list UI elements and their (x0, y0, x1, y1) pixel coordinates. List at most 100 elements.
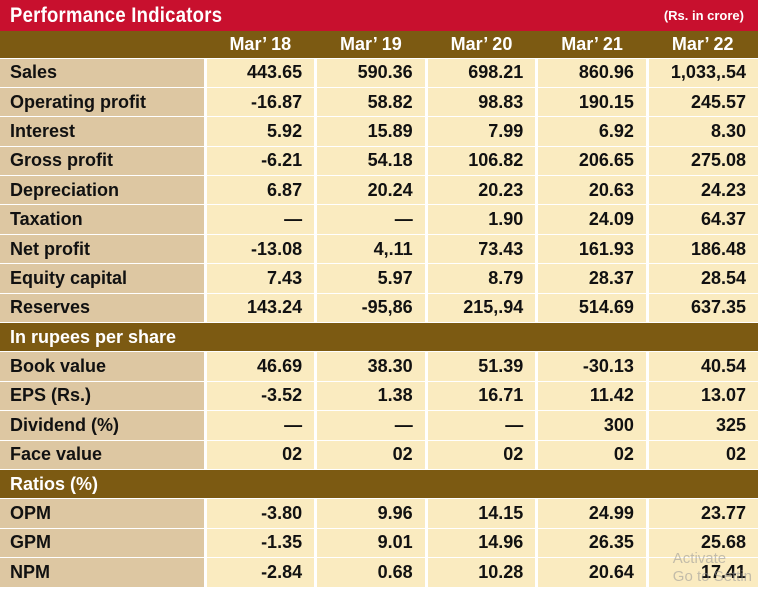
column-header: Mar’ 19 (315, 31, 427, 58)
row-label: Net profit (0, 233, 205, 265)
table-row: GPM -1.35 9.01 14.96 26.35 25.68 (0, 527, 758, 559)
per-share-section: In rupees per share (0, 322, 758, 353)
section-header-row: In rupees per share (0, 322, 758, 353)
value-cell: 73.43 (424, 233, 537, 265)
row-label: Reserves (0, 292, 205, 324)
row-label: Depreciation (0, 175, 205, 206)
row-label: GPM (0, 527, 205, 559)
value-cell: 54.18 (314, 145, 427, 177)
value-cell: 698.21 (424, 57, 537, 88)
value-cell: 215,.94 (424, 292, 537, 324)
table-row: Face value 02 02 02 02 02 (0, 439, 758, 470)
value-cell: -95,86 (314, 292, 427, 324)
value-cell: 02 (645, 439, 758, 470)
value-cell: 143.24 (203, 292, 316, 324)
value-cell: -16.87 (203, 86, 316, 118)
value-cell: 1.38 (314, 380, 427, 412)
value-cell: 6.92 (535, 116, 648, 147)
section-header-row: Ratios (%) (0, 468, 758, 500)
ratio-rows: OPM -3.80 9.96 14.15 24.99 23.77 GPM -1.35 9.01 1… (0, 498, 758, 588)
value-cell: 590.36 (314, 57, 427, 88)
value-cell: 245.57 (645, 86, 758, 118)
value-cell: 02 (424, 439, 537, 470)
value-cell: 64.37 (645, 204, 758, 235)
value-cell: 9.01 (314, 527, 427, 559)
value-cell: 9.96 (314, 498, 427, 529)
value-cell: -30.13 (535, 351, 648, 382)
row-label: Book value (0, 351, 205, 382)
value-cell: 20.23 (424, 175, 537, 206)
value-cell: 300 (535, 410, 648, 441)
column-header: Mar’ 21 (536, 31, 648, 58)
value-cell: 106.82 (424, 145, 537, 177)
value-cell: 206.65 (535, 145, 648, 177)
table-row: Depreciation 6.87 20.24 20.23 20.63 24.23 (0, 175, 758, 206)
table-row: NPM -2.84 0.68 10.28 20.64 17.41 (0, 557, 758, 588)
ratios-section: Ratios (%) (0, 468, 758, 500)
value-cell: 14.96 (424, 527, 537, 559)
value-cell: 98.83 (424, 86, 537, 118)
per-share-rows: Book value 46.69 38.30 51.39 -30.13 40.54 EPS … (0, 351, 758, 470)
table-row: Gross profit -6.21 54.18 106.82 206.65 275.08 (0, 145, 758, 177)
value-cell: 38.30 (314, 351, 427, 382)
value-cell: 11.42 (535, 380, 648, 412)
title-bar: Performance Indicators (Rs. in crore) (0, 0, 758, 31)
row-label: Gross profit (0, 145, 205, 177)
value-cell: 514.69 (535, 292, 648, 324)
value-cell: — (314, 204, 427, 235)
value-cell: 51.39 (424, 351, 537, 382)
table-row: Dividend (%) — — —300 325 (0, 410, 758, 441)
value-cell: -6.21 (203, 145, 316, 177)
header-blank-cell (0, 31, 205, 58)
value-cell: 5.97 (314, 263, 427, 294)
value-cell: 860.96 (535, 57, 648, 88)
row-label: Operating profit (0, 86, 205, 118)
value-cell: — (203, 204, 316, 235)
value-cell: 6.87 (203, 175, 316, 206)
value-cell: -13.08 (203, 233, 316, 265)
table-row: Reserves 143.24 -95,86 215,.94 514.69 637.35 (0, 292, 758, 324)
value-cell: 24.09 (535, 204, 648, 235)
value-cell: -1.35 (203, 527, 316, 559)
row-label: EPS (Rs.) (0, 380, 205, 412)
value-cell: 0.68 (314, 557, 427, 588)
value-cell: — (424, 410, 537, 441)
value-cell: 637.35 (645, 292, 758, 324)
value-cell: 24.23 (645, 175, 758, 206)
value-cell: 16.71 (424, 380, 537, 412)
value-cell: 20.64 (535, 557, 648, 588)
table-row: Interest 5.92 15.89 7.99 6.92 8.30 (0, 116, 758, 147)
value-cell: 443.65 (203, 57, 316, 88)
value-cell: 26.35 (535, 527, 648, 559)
value-cell: 190.15 (535, 86, 648, 118)
value-cell: 02 (314, 439, 427, 470)
value-cell: 14.15 (424, 498, 537, 529)
value-cell: — (203, 410, 316, 441)
value-cell: 13.07 (645, 380, 758, 412)
value-cell: 46.69 (203, 351, 316, 382)
value-cell: 1.90 (424, 204, 537, 235)
value-cell: 40.54 (645, 351, 758, 382)
table-row: Taxation — —1.90 24.09 64.37 (0, 204, 758, 235)
value-cell: 7.99 (424, 116, 537, 147)
row-label: Equity capital (0, 263, 205, 294)
column-header-row: Mar’ 18 Mar’ 19 Mar’ 20 Mar’ 21 Mar’ 22 (0, 31, 758, 58)
table-row: OPM -3.80 9.96 14.15 24.99 23.77 (0, 498, 758, 529)
value-cell: 186.48 (645, 233, 758, 265)
value-cell: -2.84 (203, 557, 316, 588)
table-row: Operating profit -16.87 58.82 98.83 190.15 24… (0, 86, 758, 118)
value-cell: -3.52 (203, 380, 316, 412)
column-header: Mar’ 20 (426, 31, 537, 58)
value-cell: 20.63 (535, 175, 648, 206)
value-cell: 5.92 (203, 116, 316, 147)
value-cell: — (314, 410, 427, 441)
row-label: OPM (0, 498, 205, 529)
value-cell: 8.79 (424, 263, 537, 294)
row-label: Interest (0, 116, 205, 147)
column-header: Mar’ 18 (205, 31, 316, 58)
row-label: Taxation (0, 204, 205, 235)
unit-note: (Rs. in crore) (663, 8, 744, 23)
section-heading: In rupees per share (0, 322, 758, 353)
value-cell: 58.82 (314, 86, 427, 118)
